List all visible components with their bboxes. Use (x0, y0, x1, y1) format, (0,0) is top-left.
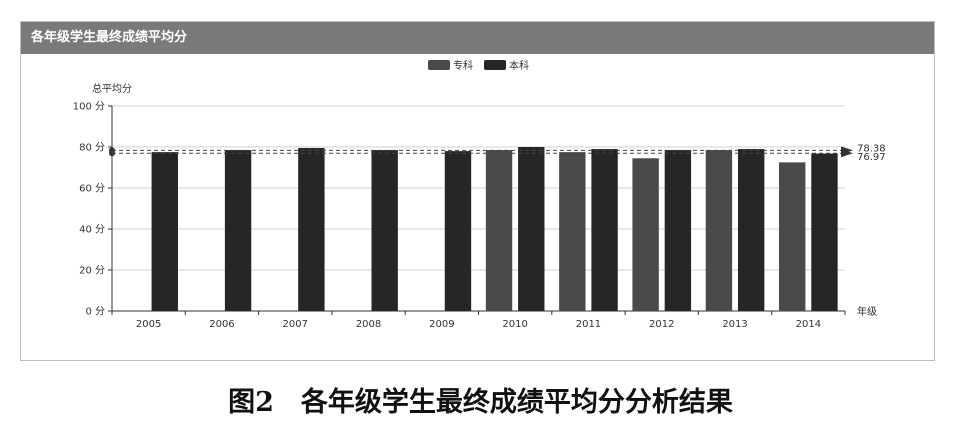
legend-label[interactable]: 专科 (453, 59, 473, 72)
bar-benke-2006 (224, 150, 252, 311)
x-tick-label: 2014 (796, 319, 821, 330)
x-tick-label: 2007 (283, 319, 308, 330)
bar-benke-2011 (591, 149, 618, 311)
y-axis-ticks: 0 分 20 分 40 分 60 分 80 分 100 分 (73, 101, 113, 318)
x-tick-label: 2006 (209, 319, 234, 330)
y-tick-label: 0 分 (85, 306, 105, 318)
bar-zhuanke-2012 (632, 158, 659, 311)
legend-label[interactable]: 本科 (509, 59, 529, 72)
bar-benke-2014 (811, 153, 838, 311)
bar-benke-2005 (151, 152, 178, 311)
legend-swatch[interactable] (428, 60, 450, 70)
bar-benke-2008 (371, 150, 398, 311)
bar-zhuanke-2014 (779, 162, 806, 311)
legend: 专科 本科 (428, 59, 529, 72)
x-axis-label: 年级 (857, 305, 877, 318)
y-tick-label: 80 分 (79, 142, 105, 154)
y-tick-label: 60 分 (79, 183, 105, 195)
x-axis-ticks: 2005 2006 2007 2008 2009 2010 2011 2012 2013 2014 (111, 311, 846, 330)
gridlines (112, 105, 845, 312)
bar-zhuanke-2011 (559, 152, 586, 311)
y-tick-label: 20 分 (79, 265, 105, 277)
bar-benke-2012 (664, 150, 692, 311)
legend-swatch[interactable] (484, 60, 506, 70)
x-tick-label: 2008 (356, 319, 381, 330)
markline-label: 76.97 (857, 152, 886, 163)
x-tick-label: 2012 (649, 319, 674, 330)
x-tick-label: 2013 (722, 319, 747, 330)
bar-benke-2013 (737, 149, 765, 311)
bar-zhuanke-2013 (705, 150, 733, 311)
bar-benke-2007 (298, 148, 325, 311)
x-tick-label: 2011 (576, 319, 601, 330)
markline-arrow (841, 149, 853, 158)
figure-caption: 图2 各年级学生最终成绩平均分分析结果 (0, 380, 961, 419)
x-tick-label: 2009 (429, 319, 454, 330)
caption-label: 图2 (228, 387, 274, 418)
bar-zhuanke-2010 (485, 150, 513, 311)
bar-benke-2009 (444, 151, 472, 311)
markline-label: 78.38 (857, 143, 886, 154)
y-tick-label: 40 分 (79, 224, 105, 236)
x-tick-label: 2010 (502, 319, 527, 330)
caption-text: 各年级学生最终成绩平均分分析结果 (300, 387, 733, 418)
bars (151, 147, 838, 311)
y-tick-label: 100 分 (73, 101, 105, 113)
panel-title: 各年级学生最终成绩平均分 (21, 22, 934, 54)
y-axis-label: 总平均分 (92, 82, 132, 95)
bar-benke-2010 (518, 147, 545, 311)
x-tick-label: 2005 (136, 319, 161, 330)
